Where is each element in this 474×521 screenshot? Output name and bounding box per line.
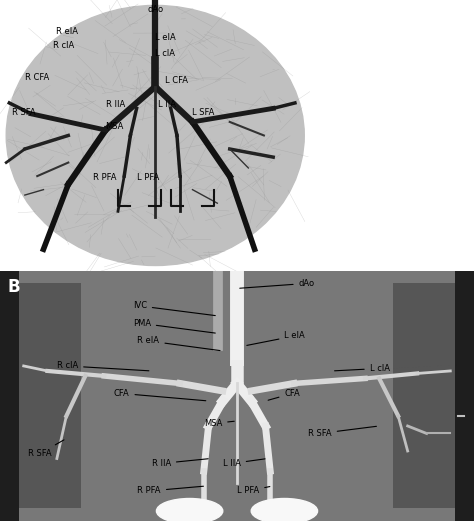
Text: CFA: CFA (268, 389, 300, 400)
Text: MSA: MSA (106, 122, 124, 131)
Text: dAo: dAo (240, 279, 315, 288)
Text: IVC: IVC (133, 302, 215, 316)
Bar (19, 283, 81, 508)
Text: R SFA: R SFA (308, 426, 376, 438)
Text: R eIA: R eIA (56, 27, 78, 36)
Text: L PFA: L PFA (237, 487, 270, 495)
Text: L clA: L clA (155, 49, 175, 58)
Text: R IIA: R IIA (106, 100, 125, 109)
Text: CFA: CFA (114, 389, 206, 401)
Ellipse shape (251, 499, 318, 521)
Ellipse shape (156, 499, 223, 521)
Bar (393, 283, 455, 508)
Text: L CFA: L CFA (164, 76, 188, 85)
Text: L IIA: L IIA (223, 459, 265, 468)
Text: L IIA: L IIA (158, 100, 176, 109)
Text: dAo: dAo (147, 5, 164, 15)
Text: R SFA: R SFA (12, 108, 36, 117)
Text: R IIA: R IIA (152, 459, 208, 468)
Circle shape (6, 5, 304, 266)
Text: R SFA: R SFA (28, 440, 64, 458)
Text: B: B (7, 278, 20, 296)
Text: PMA: PMA (133, 319, 215, 333)
Text: R clA: R clA (53, 41, 74, 49)
Text: L SFA: L SFA (192, 108, 215, 117)
Text: R eIA: R eIA (137, 337, 220, 351)
Text: MSA: MSA (204, 419, 234, 428)
Text: R CFA: R CFA (25, 73, 49, 82)
Text: R PFA: R PFA (93, 173, 117, 182)
Text: L eIA: L eIA (247, 331, 305, 345)
Bar (455, 271, 474, 521)
Bar (0, 271, 19, 521)
Text: R PFA: R PFA (137, 486, 203, 495)
Text: L clA: L clA (335, 364, 390, 373)
Text: R clA: R clA (57, 362, 149, 371)
Text: L eIA: L eIA (155, 32, 176, 42)
Text: A: A (3, 5, 16, 23)
Text: L PFA: L PFA (137, 173, 159, 182)
